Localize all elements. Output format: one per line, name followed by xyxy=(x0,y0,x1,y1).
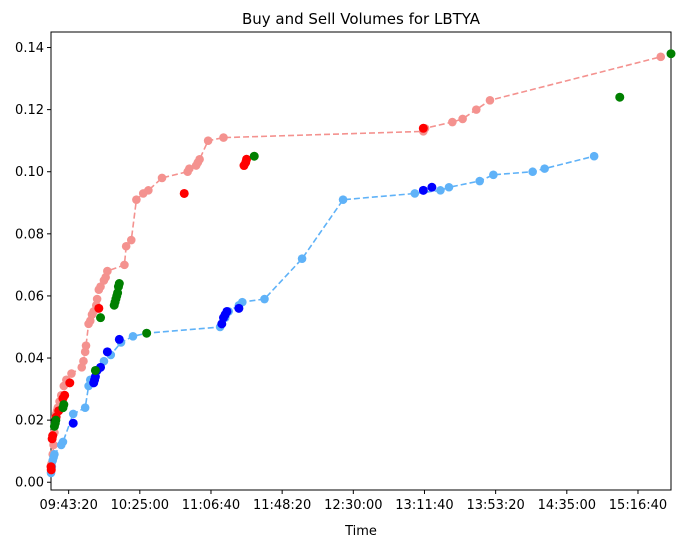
buy-marker xyxy=(427,182,437,192)
series-1-point xyxy=(81,341,91,350)
trade-marker xyxy=(666,49,676,59)
x-tick-label: 11:06:40 xyxy=(182,498,240,513)
plot-area xyxy=(46,31,676,491)
series-2-point xyxy=(528,167,537,177)
trade-marker xyxy=(90,365,100,375)
trade-marker xyxy=(615,92,625,102)
series-line-1 xyxy=(50,56,661,470)
series-2-point xyxy=(489,170,498,180)
buy-marker xyxy=(418,185,428,195)
y-tick-label: 0.08 xyxy=(15,227,44,242)
y-tick-label: 0.06 xyxy=(15,289,44,304)
series-points xyxy=(46,52,666,478)
series-2-point xyxy=(475,176,485,186)
series-1-point xyxy=(92,294,102,304)
x-tick-label: 09:43:20 xyxy=(39,498,97,513)
series-line-2 xyxy=(50,155,595,474)
trade-marker xyxy=(59,400,69,410)
chart-title: Buy and Sell Volumes for LBTYA xyxy=(242,10,481,28)
series-2-point xyxy=(80,403,90,413)
x-tick-label: 12:30:00 xyxy=(324,498,382,513)
trade-marker xyxy=(51,415,61,425)
sell-marker xyxy=(418,123,428,133)
sell-marker xyxy=(46,465,56,475)
trade-marker xyxy=(114,279,124,289)
sell-marker xyxy=(179,188,189,198)
sell-marker xyxy=(48,431,58,441)
series-1-point xyxy=(219,133,228,142)
marker-points xyxy=(46,49,676,475)
series-1-point xyxy=(485,96,495,105)
series-1-point xyxy=(157,173,167,183)
series-1-point xyxy=(121,241,131,251)
buy-marker xyxy=(68,418,78,428)
x-tick-label: 10:25:00 xyxy=(111,498,169,513)
buy-marker xyxy=(222,306,232,316)
x-axis-label: Time xyxy=(344,524,377,539)
y-tick-label: 0.02 xyxy=(15,414,44,429)
series-1-point xyxy=(448,117,457,127)
series-1-point xyxy=(185,164,194,173)
series-2-point xyxy=(589,151,599,161)
series-1-point xyxy=(126,235,136,245)
series-2-point xyxy=(410,189,420,198)
buy-marker xyxy=(234,303,244,313)
series-2-point xyxy=(260,294,269,304)
x-tick-label: 13:53:20 xyxy=(466,498,524,513)
series-2-point xyxy=(297,254,307,263)
buy-marker xyxy=(102,347,112,357)
sell-marker xyxy=(242,154,252,164)
series-2-point xyxy=(128,331,138,341)
y-tick-label: 0.00 xyxy=(15,476,44,491)
x-tick-label: 13:11:40 xyxy=(395,498,453,513)
series-1-point xyxy=(103,266,112,276)
series-1-point xyxy=(67,369,76,378)
series-1-point xyxy=(203,136,213,145)
x-tick-label: 11:48:20 xyxy=(253,498,311,513)
y-tick-label: 0.04 xyxy=(15,352,44,367)
sell-marker xyxy=(60,390,70,400)
series-2-point xyxy=(436,186,445,195)
plot-frame xyxy=(50,31,672,491)
series-1-point xyxy=(79,356,88,366)
series-2-point xyxy=(68,409,78,419)
series-1-point xyxy=(195,155,204,164)
trade-marker xyxy=(96,313,106,323)
series-1-point xyxy=(458,114,467,124)
series-1-point xyxy=(144,186,153,195)
series-1-point xyxy=(471,105,481,114)
y-tick-label: 0.10 xyxy=(15,165,44,180)
series-2-point xyxy=(444,182,454,192)
x-axis: 09:43:20 10:25:00 11:06:40 11:48:20 12:30:00… xyxy=(39,490,667,513)
series-2-point xyxy=(50,449,59,459)
series-2-point xyxy=(58,437,68,447)
series-1-point xyxy=(656,52,666,62)
y-tick-label: 0.12 xyxy=(15,103,44,118)
series-2-point xyxy=(540,164,549,173)
series-lines xyxy=(50,56,661,474)
series-1-point xyxy=(120,260,129,270)
sell-marker xyxy=(94,303,104,313)
trade-marker xyxy=(142,328,152,338)
series-1-point xyxy=(132,195,141,204)
y-axis: 0.00 0.02 0.04 0.06 0.08 0.10 0.12 0.14 xyxy=(15,41,51,491)
buy-marker xyxy=(114,334,124,344)
sell-marker xyxy=(65,378,75,388)
y-tick-label: 0.14 xyxy=(15,41,44,56)
x-tick-label: 15:16:40 xyxy=(609,498,667,513)
trade-marker xyxy=(249,151,259,161)
series-2-point xyxy=(338,195,348,204)
x-tick-label: 14:35:00 xyxy=(538,498,596,513)
